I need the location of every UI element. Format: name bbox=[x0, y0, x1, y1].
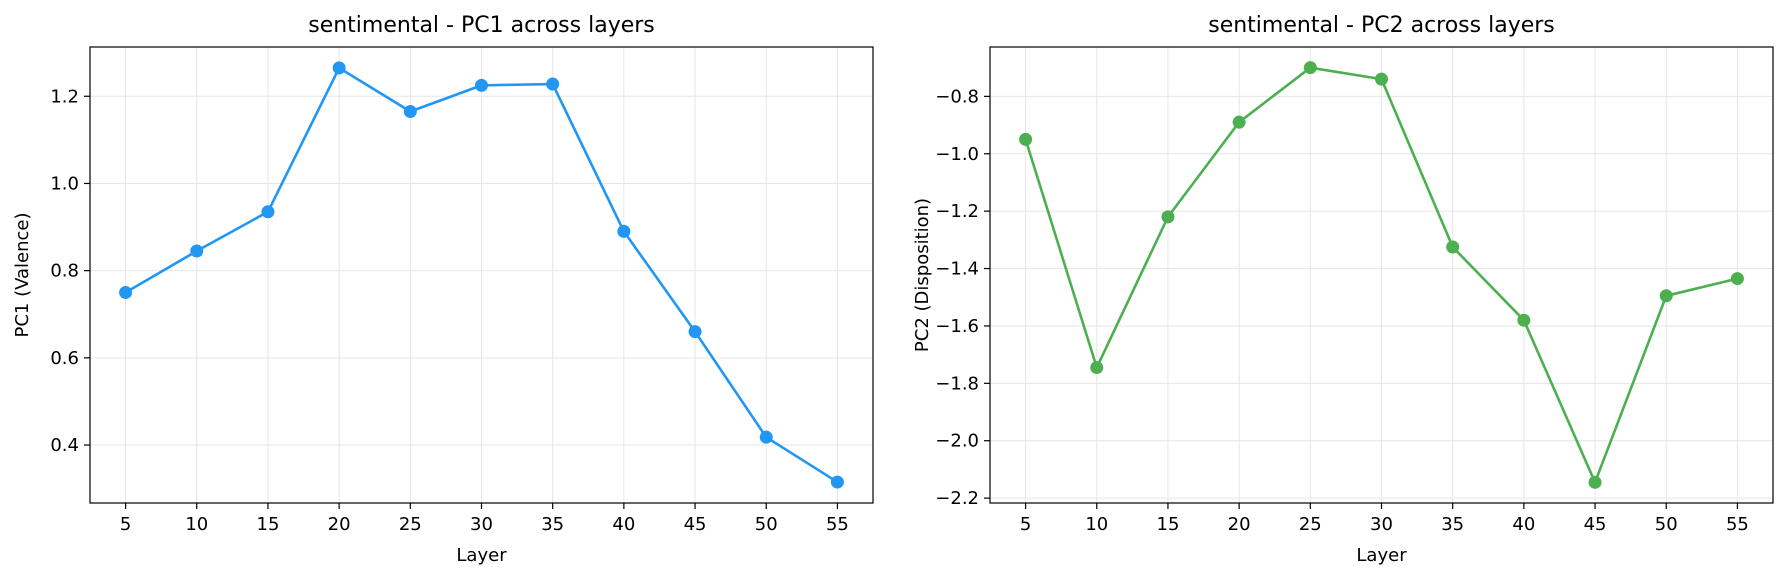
data-point bbox=[1730, 272, 1744, 286]
y-tick-label: 1.0 bbox=[50, 173, 79, 194]
y-tick-label: 0.6 bbox=[50, 348, 79, 369]
data-point bbox=[403, 105, 417, 119]
y-tick-label: −1.8 bbox=[935, 373, 979, 394]
data-point bbox=[1375, 72, 1388, 86]
x-tick-label: 5 bbox=[1020, 514, 1031, 535]
data-point bbox=[332, 61, 346, 75]
x-tick-label: 50 bbox=[1655, 514, 1678, 535]
x-tick-label: 35 bbox=[1441, 514, 1464, 535]
chart-title: sentimental - PC2 across layers bbox=[1208, 13, 1555, 38]
data-point bbox=[1019, 132, 1033, 146]
y-tick-label: −2.2 bbox=[935, 488, 979, 509]
x-tick-label: 45 bbox=[1584, 514, 1607, 535]
data-point bbox=[1090, 361, 1104, 375]
data-point bbox=[1659, 289, 1673, 303]
data-point bbox=[546, 77, 560, 91]
y-tick-label: −1.6 bbox=[935, 316, 979, 337]
x-tick-label: 30 bbox=[1370, 514, 1393, 535]
data-point bbox=[190, 244, 204, 258]
x-tick-label: 25 bbox=[399, 514, 422, 535]
x-tick-label: 40 bbox=[1512, 514, 1535, 535]
data-point bbox=[1517, 313, 1531, 327]
x-tick-label: 10 bbox=[185, 514, 208, 535]
y-tick-label: 0.4 bbox=[50, 435, 79, 456]
data-point bbox=[119, 285, 133, 299]
data-point bbox=[1232, 115, 1246, 129]
data-point bbox=[475, 78, 488, 92]
x-tick-label: 35 bbox=[541, 514, 564, 535]
data-point bbox=[261, 205, 275, 219]
chart-2: 5 10 15 20 25 30 35 40 45 50 55 −2.2 −2.0 −1.8 −1.6 −1.… bbox=[912, 13, 1774, 566]
x-axis-label: Layer bbox=[1356, 545, 1407, 566]
data-point bbox=[688, 325, 702, 339]
x-tick-label: 15 bbox=[1157, 514, 1180, 535]
data-point bbox=[759, 430, 773, 444]
y-tick-label: −1.2 bbox=[935, 201, 979, 222]
y-tick-label: −1.4 bbox=[935, 259, 979, 280]
chart-title: sentimental - PC1 across layers bbox=[308, 13, 655, 38]
x-tick-label: 50 bbox=[755, 514, 778, 535]
x-tick-label: 5 bbox=[120, 514, 131, 535]
chart-1: 5 10 15 20 25 30 35 40 45 50 55 0.4 0.6 0.8 1.0 1.2 sent… bbox=[12, 13, 874, 566]
y-axis-label: PC2 (Disposition) bbox=[912, 198, 933, 352]
y-tick-label: −0.8 bbox=[935, 86, 979, 107]
x-tick-label: 45 bbox=[684, 514, 707, 535]
y-tick-label: 1.2 bbox=[50, 86, 79, 107]
data-point bbox=[830, 475, 844, 489]
data-point bbox=[1303, 61, 1317, 75]
x-tick-label: 30 bbox=[470, 514, 493, 535]
x-tick-label: 55 bbox=[1726, 514, 1749, 535]
x-tick-label: 55 bbox=[826, 514, 849, 535]
x-tick-label: 20 bbox=[1228, 514, 1251, 535]
y-tick-label: −1.0 bbox=[935, 144, 979, 165]
x-tick-label: 20 bbox=[328, 514, 351, 535]
x-axis-label: Layer bbox=[456, 545, 507, 566]
data-point bbox=[1446, 240, 1460, 254]
data-point bbox=[1161, 210, 1175, 224]
data-point bbox=[1588, 475, 1602, 489]
data-point bbox=[617, 224, 631, 238]
x-tick-label: 10 bbox=[1085, 514, 1108, 535]
x-tick-label: 25 bbox=[1299, 514, 1322, 535]
x-tick-label: 15 bbox=[257, 514, 280, 535]
y-tick-label: −2.0 bbox=[935, 431, 979, 452]
y-tick-label: 0.8 bbox=[50, 261, 79, 282]
x-tick-label: 40 bbox=[612, 514, 635, 535]
y-axis-label: PC1 (Valence) bbox=[12, 212, 33, 337]
